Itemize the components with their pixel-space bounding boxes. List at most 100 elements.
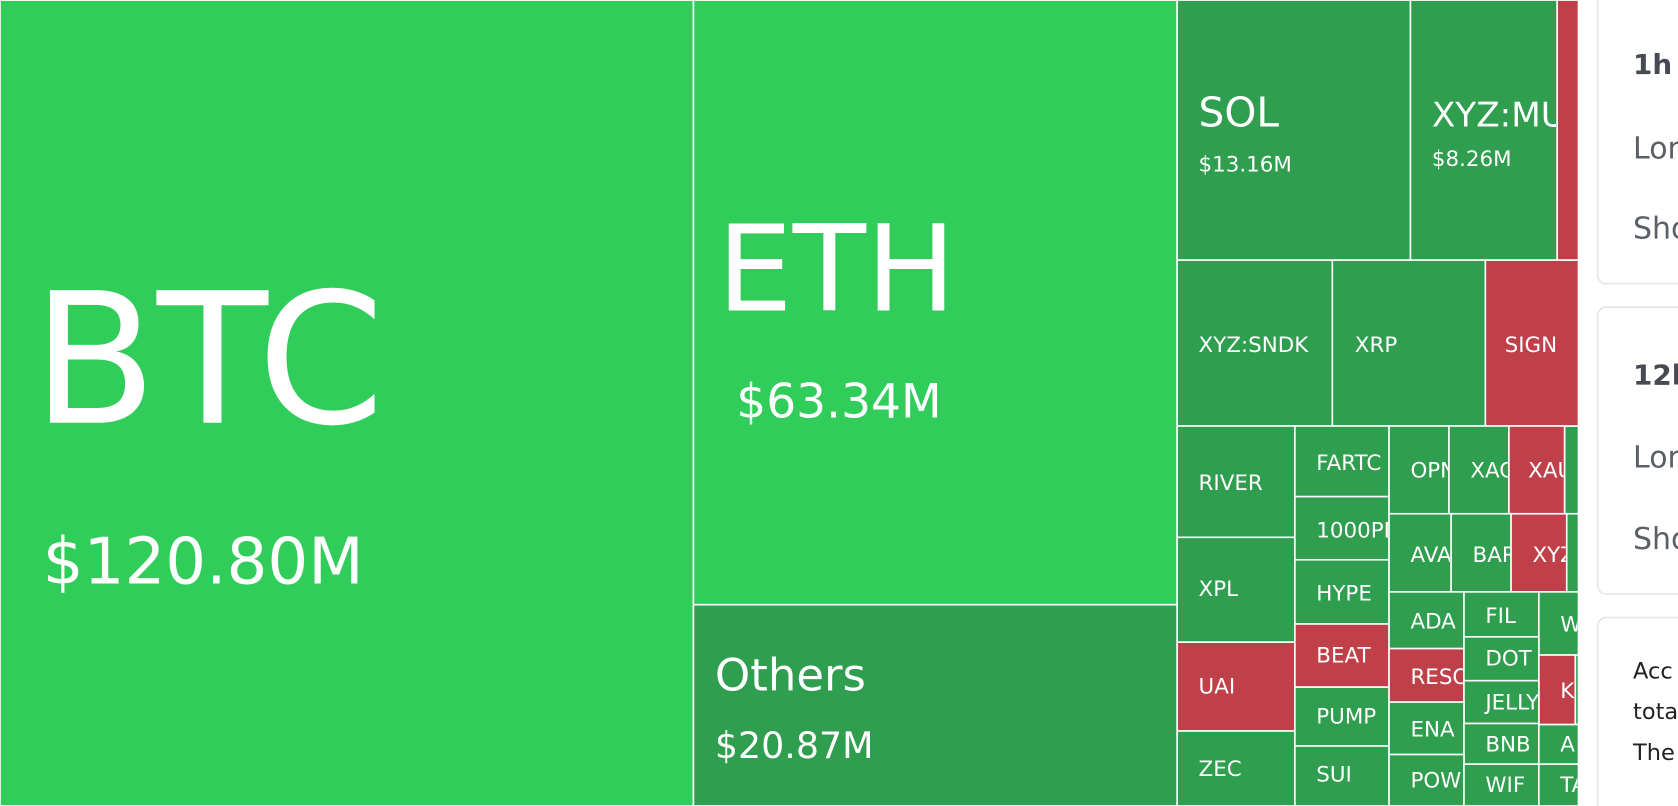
side-panel: 1h Lon Sho 12h Lon Sho Acc tota The <box>1596 0 1678 806</box>
tile-clip: XYZ <box>1532 543 1574 568</box>
tile-label: FARTC <box>1316 451 1381 476</box>
tile-label: XPL <box>1199 577 1239 602</box>
tile-clip: POW <box>1410 769 1461 794</box>
tile-label: TA <box>1559 773 1586 798</box>
tile-value: $20.87M <box>715 724 874 767</box>
card-text: The <box>1632 740 1675 766</box>
tile[interactable] <box>692 0 1178 606</box>
tile-label: BEAT <box>1316 644 1371 669</box>
tile-clip: BTC $120.80M <box>32 254 384 600</box>
tile[interactable] <box>1538 591 1580 656</box>
tile-clip: K <box>1560 679 1575 704</box>
tile-clip: BAR <box>1473 543 1510 568</box>
tile[interactable] <box>1176 641 1296 732</box>
tile-clip: BNB <box>1485 732 1530 757</box>
tile[interactable] <box>1463 722 1540 765</box>
tile[interactable] <box>1388 647 1465 703</box>
tile-strip <box>1565 512 1580 593</box>
tile-label: SIGN <box>1505 333 1557 358</box>
tile-clip: TA <box>1559 773 1586 798</box>
tile-clip: XAU <box>1528 458 1573 483</box>
tile-label: JELLY <box>1483 691 1540 716</box>
tile-label: XYZ <box>1532 543 1574 568</box>
tile[interactable] <box>1176 425 1296 539</box>
tile-clip: OPN <box>1410 458 1456 483</box>
tile[interactable] <box>1538 723 1580 765</box>
tile-clip: ENA <box>1410 717 1455 742</box>
tile[interactable] <box>1388 425 1450 515</box>
tile-label: FIL <box>1485 604 1516 629</box>
tile-clip: ADA <box>1410 609 1456 634</box>
tile-label: DOT <box>1485 647 1532 672</box>
tile-clip: 1000PE <box>1316 518 1397 543</box>
tile-label: ENA <box>1410 717 1455 742</box>
tile-strip <box>1556 0 1580 261</box>
tile-clip: RESO <box>1410 665 1469 690</box>
tile-clip: WIF <box>1485 773 1525 798</box>
tile-label: XYZ:MU <box>1432 95 1566 135</box>
tile-label: BTC <box>32 254 384 466</box>
tile-label: WIF <box>1485 773 1525 798</box>
tile-clip: W <box>1560 612 1581 637</box>
tile-label: XRP <box>1355 333 1398 358</box>
tile-clip: Others $20.87M <box>715 648 874 766</box>
tile-clip: ETH $63.34M <box>717 200 956 429</box>
tile[interactable] <box>1409 0 1558 261</box>
tile-label: OPN <box>1410 458 1456 483</box>
tile-label: XYZ:SNDK <box>1199 333 1310 358</box>
tile-label: ZEC <box>1199 757 1242 782</box>
tile-label: PUMP <box>1316 705 1376 730</box>
tile[interactable] <box>1176 0 1412 261</box>
tile[interactable] <box>1448 425 1510 515</box>
tile-clip: RIVER <box>1199 471 1263 496</box>
tile-clip: JELLY <box>1483 691 1540 716</box>
tile-clip: DOT <box>1485 647 1532 672</box>
tile[interactable] <box>1176 730 1296 806</box>
tile-label: AVA <box>1410 543 1452 568</box>
card-text: tota <box>1633 699 1678 725</box>
tile-label: BNB <box>1485 732 1530 757</box>
card-text: Sho <box>1633 212 1678 247</box>
tile-clip: SIGN <box>1505 333 1557 358</box>
tile[interactable] <box>1294 686 1390 747</box>
tile-label: 1000PE <box>1316 518 1397 543</box>
tile-label: RESO <box>1410 665 1469 690</box>
card-title: 1h <box>1633 48 1672 81</box>
tile-clip: PUMP <box>1316 705 1376 730</box>
tile-clip: UAI <box>1199 675 1236 700</box>
card-text: Lon <box>1633 131 1678 166</box>
tile-value: $8.26M <box>1432 147 1512 172</box>
tile[interactable] <box>1388 753 1465 806</box>
tile-clip: BEAT <box>1316 644 1371 669</box>
tile-label: W <box>1560 612 1581 637</box>
tile-label: XAU <box>1528 458 1573 483</box>
tile-label: SUI <box>1316 762 1352 787</box>
card <box>1596 306 1678 595</box>
tile-label: A <box>1560 732 1575 757</box>
tile-clip: SUI <box>1316 762 1352 787</box>
tile[interactable] <box>692 603 1178 806</box>
tile-label: POW <box>1410 769 1461 794</box>
tile-clip: ZEC <box>1199 757 1242 782</box>
tile-clip: SOL $13.16M <box>1199 88 1292 177</box>
tile-clip: XYZ:SNDK <box>1199 333 1310 358</box>
tile[interactable] <box>1463 636 1540 682</box>
tile-label: SOL <box>1199 88 1280 136</box>
tile[interactable] <box>1294 745 1390 806</box>
card-text: Sho <box>1633 522 1678 557</box>
tile-label: K <box>1560 679 1575 704</box>
card <box>1596 616 1678 806</box>
tile[interactable] <box>0 0 695 806</box>
card-title: 12h <box>1633 358 1678 391</box>
tile-value: $63.34M <box>736 374 941 429</box>
tile[interactable] <box>1388 701 1465 756</box>
card-text: Acc <box>1633 659 1673 685</box>
tile[interactable] <box>1450 512 1512 593</box>
tile-label: ADA <box>1410 609 1456 634</box>
tile[interactable] <box>1176 536 1296 643</box>
tile-clip: AVA <box>1410 543 1452 568</box>
tile-clip: XYZ:MU $8.26M <box>1432 95 1566 172</box>
tile[interactable] <box>1484 259 1580 427</box>
tile[interactable] <box>1331 259 1487 427</box>
tile[interactable] <box>1388 591 1465 650</box>
